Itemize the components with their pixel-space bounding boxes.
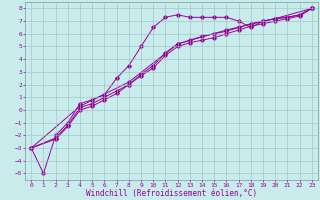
X-axis label: Windchill (Refroidissement éolien,°C): Windchill (Refroidissement éolien,°C)	[86, 189, 257, 198]
